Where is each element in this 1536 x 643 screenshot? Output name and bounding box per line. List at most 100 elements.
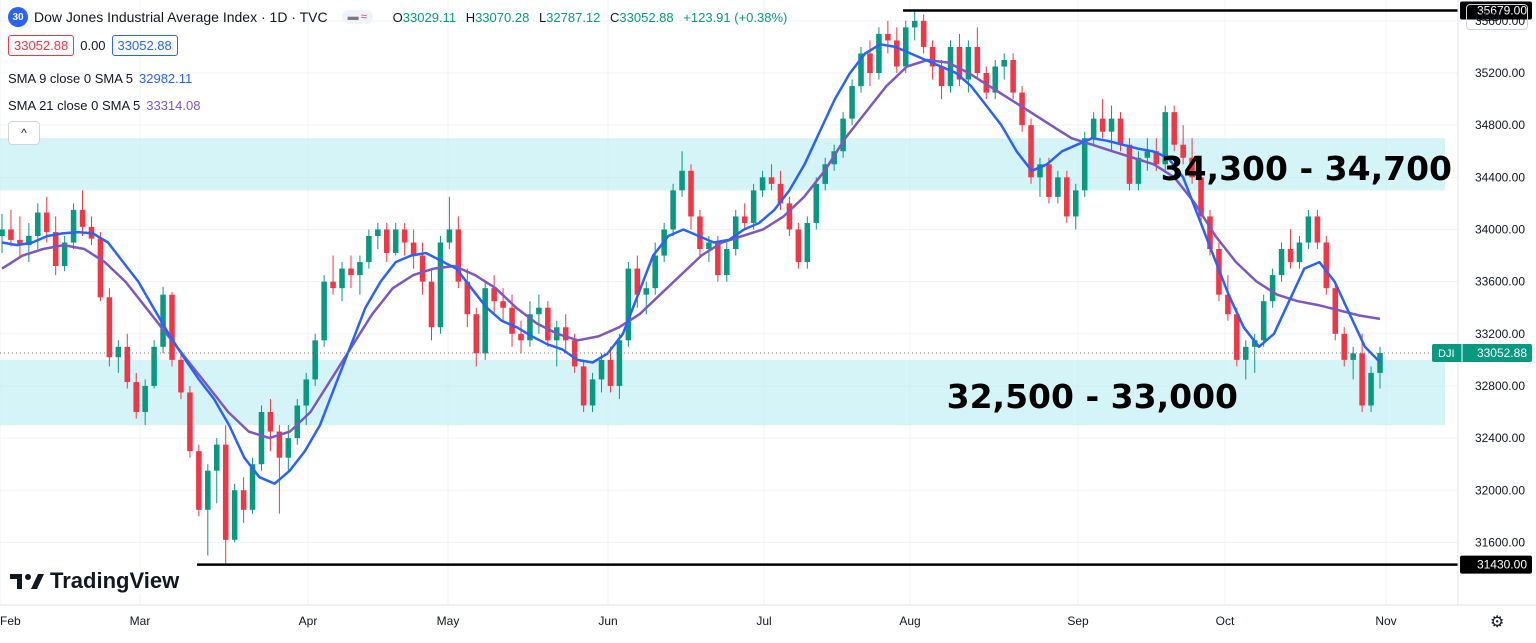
candle	[1162, 105, 1169, 171]
candle	[750, 183, 757, 230]
settings-gear-icon[interactable]: ⚙	[1490, 614, 1505, 631]
candle-body	[911, 20, 918, 28]
y-tick-label: 34400.00	[1475, 170, 1525, 184]
candle-body	[822, 164, 828, 184]
change-value: +123.91 (+0.38%)	[683, 9, 788, 25]
candle	[1368, 366, 1374, 413]
candle-body	[410, 242, 417, 256]
candle-body	[670, 190, 676, 230]
candle	[1323, 236, 1330, 295]
candle-body	[1046, 164, 1052, 197]
candle-body	[240, 490, 247, 510]
y-tick-label: 31600.00	[1475, 535, 1525, 549]
candle-body	[26, 236, 32, 246]
candle	[70, 203, 77, 250]
sell-price-box[interactable]: 33052.88	[8, 35, 75, 56]
candle	[1001, 53, 1007, 80]
candle-body	[1144, 151, 1151, 158]
eye-icon[interactable]: ▬	[347, 11, 359, 23]
candle	[43, 196, 50, 243]
visibility-toggle[interactable]: ▬ ≈	[341, 10, 373, 24]
candle	[920, 14, 927, 54]
candle-body	[965, 46, 972, 80]
y-tick-label: 33200.00	[1475, 327, 1525, 341]
candle-body	[625, 268, 632, 341]
candle	[607, 346, 614, 393]
sma21-legend[interactable]: SMA 21 close 0 SMA 5 33314.08	[8, 98, 200, 113]
buy-price-box[interactable]: 33052.88	[111, 35, 178, 56]
candle-body	[741, 216, 748, 223]
candle-body	[0, 229, 5, 237]
candle-body	[43, 212, 50, 233]
open-value: 33029.11	[402, 9, 457, 25]
y-tick-label: 32000.00	[1475, 483, 1525, 497]
candle	[187, 385, 193, 458]
sma9-legend[interactable]: SMA 9 close 0 SMA 5 32982.11	[8, 71, 192, 86]
candle-body	[428, 281, 435, 328]
candle-body	[527, 314, 533, 341]
sma21-label: SMA 21 close 0 SMA 5	[8, 98, 141, 113]
candle-body	[249, 464, 256, 510]
candle-body	[634, 268, 641, 295]
sma9-value: 32982.11	[139, 71, 193, 86]
candle-body	[992, 66, 999, 93]
candle-body	[303, 379, 310, 406]
currency-selector[interactable]: USD	[1466, 4, 1528, 30]
candle	[106, 288, 113, 367]
candle-body	[1010, 59, 1016, 93]
candle	[858, 46, 864, 93]
candle-body	[52, 232, 59, 266]
last-price-tag	[1432, 343, 1532, 362]
candle	[1243, 340, 1249, 380]
candle-body	[17, 239, 23, 246]
candle-body	[509, 307, 515, 334]
candle-body	[464, 281, 471, 315]
candle	[822, 157, 828, 191]
x-tick-label: Feb	[0, 614, 21, 628]
candle	[724, 242, 730, 282]
sma9-label: SMA 9 close 0 SMA 5	[8, 71, 134, 86]
tradingview-logo[interactable]: TradingView	[10, 568, 180, 594]
candle-body	[500, 301, 506, 308]
collapse-legend-button[interactable]: ^	[8, 121, 40, 145]
candle	[1189, 138, 1195, 184]
candle	[902, 20, 909, 74]
wave-icon[interactable]: ≈	[360, 11, 367, 23]
last-price-label: 33052.88	[1477, 346, 1527, 360]
candle	[348, 255, 354, 289]
candle	[97, 232, 104, 302]
candle	[697, 209, 703, 256]
candle	[88, 216, 95, 246]
candle-body	[321, 281, 327, 341]
candle	[688, 164, 694, 230]
candle-body	[894, 40, 900, 67]
candle-body	[1377, 352, 1383, 373]
candle-body	[160, 294, 166, 347]
candle-body	[858, 53, 864, 87]
candle	[1072, 183, 1079, 230]
last-price-symbol: DJI	[1438, 348, 1455, 360]
candle	[580, 359, 587, 413]
symbol-title[interactable]: Dow Jones Industrial Average Index · 1D …	[34, 9, 328, 25]
candle-body	[8, 229, 14, 240]
candle-body	[1126, 144, 1133, 184]
candle	[366, 229, 372, 269]
candle-body	[1072, 190, 1079, 217]
x-tick-label: Sep	[1067, 614, 1089, 628]
candle-body	[491, 288, 497, 302]
low-value: 32787.12	[546, 9, 601, 25]
candle-body	[1225, 294, 1231, 315]
candle-body	[258, 412, 265, 465]
candle	[491, 275, 497, 315]
candle	[1269, 268, 1276, 308]
candle	[482, 281, 488, 360]
candle	[974, 27, 981, 80]
candle-body	[750, 190, 757, 223]
symbol-badge[interactable]: 30	[8, 7, 28, 27]
candle-body	[1189, 157, 1195, 178]
candle-body	[536, 307, 542, 315]
sma21-line	[1, 58, 1381, 440]
zone-label: 32,500 - 33,000	[947, 377, 1238, 416]
candle	[894, 27, 900, 74]
